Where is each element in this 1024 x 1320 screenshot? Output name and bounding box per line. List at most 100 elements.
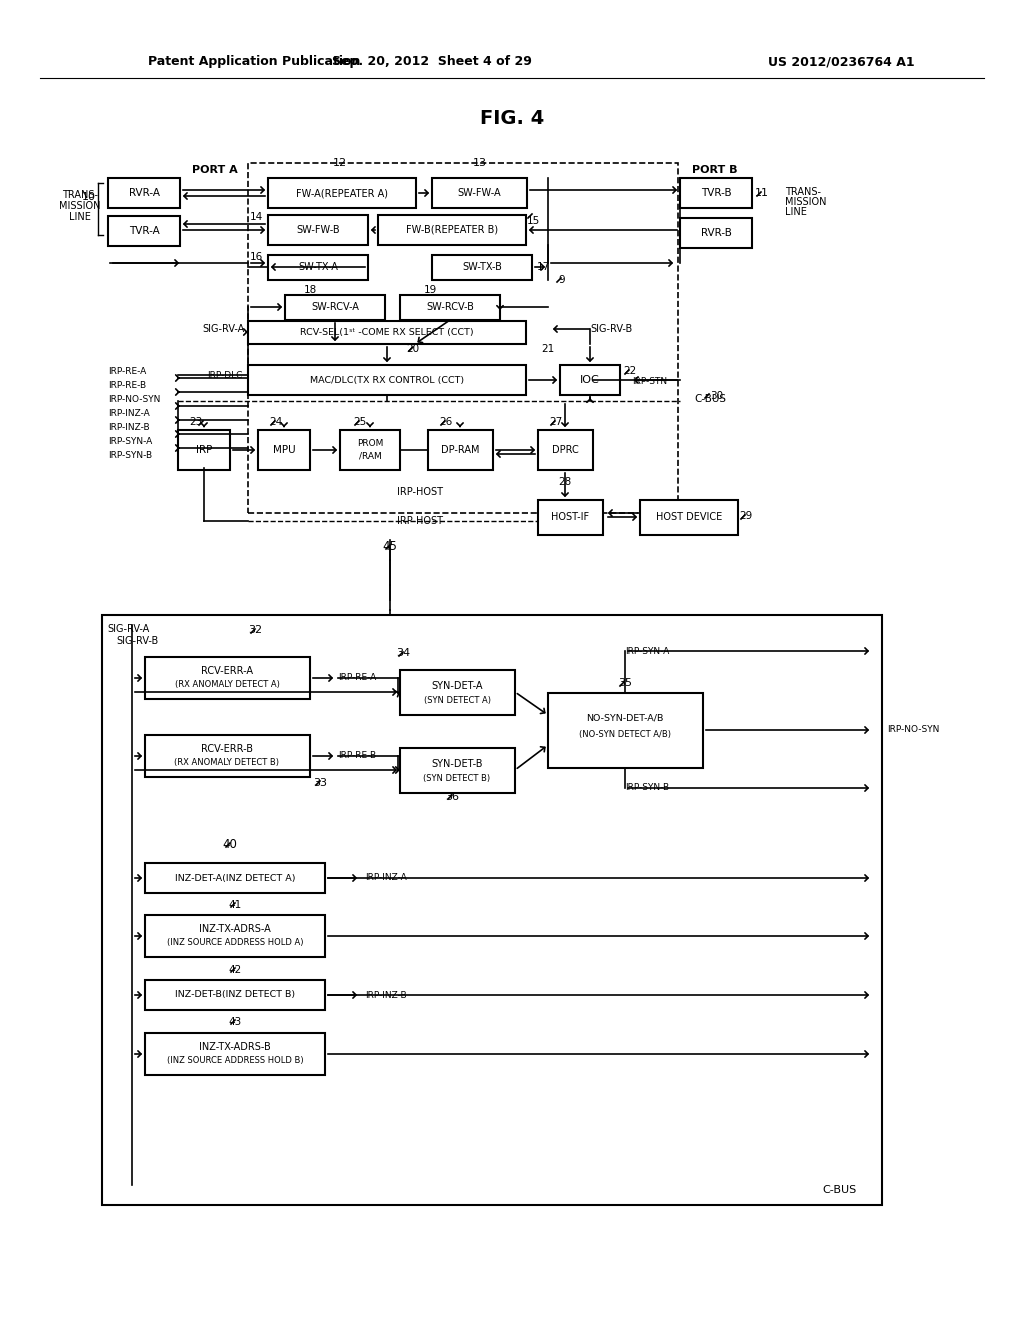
Text: 33: 33	[313, 777, 327, 788]
Text: INZ-TX-ADRS-A: INZ-TX-ADRS-A	[199, 924, 271, 935]
Text: IRP-SYN-B: IRP-SYN-B	[625, 784, 669, 792]
Bar	[640, 500, 738, 535]
Text: IRP-HOST: IRP-HOST	[397, 516, 443, 525]
Text: C-BUS: C-BUS	[822, 1185, 856, 1195]
Bar	[145, 735, 310, 777]
Text: 25: 25	[353, 417, 367, 426]
Text: 36: 36	[445, 792, 459, 803]
Text: Sep. 20, 2012  Sheet 4 of 29: Sep. 20, 2012 Sheet 4 of 29	[332, 55, 531, 69]
Bar	[145, 979, 325, 1010]
Text: FIG. 4: FIG. 4	[480, 108, 544, 128]
Text: HOST DEVICE: HOST DEVICE	[656, 512, 722, 521]
Text: 20: 20	[407, 345, 420, 354]
Text: SIG-RV-A: SIG-RV-A	[203, 323, 245, 334]
Text: RVR-A: RVR-A	[128, 187, 160, 198]
Text: IRP-RE-A: IRP-RE-A	[108, 367, 146, 375]
Text: 23: 23	[189, 417, 203, 426]
Bar	[248, 366, 526, 395]
Text: 14: 14	[250, 213, 262, 222]
Text: INZ-DET-A(INZ DETECT A): INZ-DET-A(INZ DETECT A)	[175, 874, 295, 883]
Text: SIG-RV-B: SIG-RV-B	[590, 323, 632, 334]
Bar	[268, 215, 368, 246]
Text: (SYN DETECT A): (SYN DETECT A)	[424, 696, 490, 705]
Text: RCV-ERR-A: RCV-ERR-A	[201, 667, 253, 676]
Bar	[428, 430, 493, 470]
Text: 18: 18	[303, 285, 316, 294]
Text: 27: 27	[549, 417, 562, 426]
Bar	[538, 430, 593, 470]
Text: 19: 19	[423, 285, 436, 294]
Text: FW-B(REPEATER B): FW-B(REPEATER B)	[406, 224, 498, 235]
Text: 22: 22	[624, 366, 637, 376]
Bar	[145, 915, 325, 957]
Text: /RAM: /RAM	[358, 451, 381, 461]
Bar	[548, 693, 703, 768]
Text: (RX ANOMALY DETECT B): (RX ANOMALY DETECT B)	[174, 759, 280, 767]
Text: MAC/DLC(TX RX CONTROL (CCT): MAC/DLC(TX RX CONTROL (CCT)	[310, 375, 464, 384]
Text: LINE: LINE	[69, 213, 91, 222]
Text: SW-TX-A: SW-TX-A	[298, 261, 338, 272]
Bar	[108, 178, 180, 209]
Text: 42: 42	[228, 965, 242, 975]
Text: RCV-ERR-B: RCV-ERR-B	[201, 744, 253, 754]
Bar	[432, 178, 527, 209]
Text: SIG-RV-B: SIG-RV-B	[116, 636, 159, 645]
Bar	[108, 216, 180, 246]
Text: 15: 15	[526, 216, 540, 226]
Bar	[432, 255, 532, 280]
Bar	[538, 500, 603, 535]
Text: FW-A(REPEATER A): FW-A(REPEATER A)	[296, 187, 388, 198]
Text: IRP-INZ-B: IRP-INZ-B	[108, 422, 150, 432]
Text: MISSION: MISSION	[59, 201, 100, 211]
Text: SW-FW-B: SW-FW-B	[296, 224, 340, 235]
Text: (SYN DETECT B): (SYN DETECT B)	[424, 774, 490, 783]
Bar	[248, 321, 526, 345]
Text: IRP-INZ-A: IRP-INZ-A	[365, 874, 407, 883]
Bar	[680, 178, 752, 209]
Text: RVR-B: RVR-B	[700, 228, 731, 238]
Text: TVR-B: TVR-B	[700, 187, 731, 198]
Text: IOC: IOC	[581, 375, 600, 385]
Text: IRP-NO-SYN: IRP-NO-SYN	[108, 395, 161, 404]
Text: 34: 34	[396, 648, 410, 657]
Bar	[680, 218, 752, 248]
Text: IRP-SYN-A: IRP-SYN-A	[108, 437, 153, 446]
Text: 35: 35	[618, 678, 632, 688]
Text: 29: 29	[739, 511, 753, 521]
Text: TRANS-: TRANS-	[785, 187, 821, 197]
Text: LINE: LINE	[785, 207, 807, 216]
Text: IRP-RE-A: IRP-RE-A	[338, 673, 376, 682]
Text: SW-RCV-A: SW-RCV-A	[311, 302, 359, 312]
Text: SW-TX-B: SW-TX-B	[462, 261, 502, 272]
Text: Patent Application Publication: Patent Application Publication	[148, 55, 360, 69]
Text: PORT B: PORT B	[692, 165, 737, 176]
Text: IRP: IRP	[196, 445, 212, 455]
Bar	[400, 671, 515, 715]
Bar	[560, 366, 620, 395]
Text: 24: 24	[269, 417, 283, 426]
Text: (RX ANOMALY DETECT A): (RX ANOMALY DETECT A)	[174, 681, 280, 689]
Text: IRP-NO-SYN: IRP-NO-SYN	[887, 726, 939, 734]
Text: (INZ SOURCE ADDRESS HOLD B): (INZ SOURCE ADDRESS HOLD B)	[167, 1056, 303, 1065]
Text: DPRC: DPRC	[552, 445, 579, 455]
Bar	[285, 294, 385, 319]
Text: 45: 45	[383, 540, 397, 553]
Text: 9: 9	[559, 275, 565, 285]
Text: 17: 17	[537, 261, 550, 272]
Text: IRP-SYN-A: IRP-SYN-A	[625, 647, 670, 656]
Text: 40: 40	[222, 838, 238, 851]
Bar	[268, 178, 416, 209]
Text: TRANS-: TRANS-	[62, 190, 98, 201]
Text: INZ-TX-ADRS-B: INZ-TX-ADRS-B	[199, 1041, 271, 1052]
Bar	[400, 294, 500, 319]
Text: 30: 30	[710, 391, 723, 401]
Bar	[145, 657, 310, 700]
Bar	[102, 615, 882, 1205]
Text: 10: 10	[82, 191, 96, 202]
Text: SW-RCV-B: SW-RCV-B	[426, 302, 474, 312]
Text: TVR-A: TVR-A	[129, 226, 160, 236]
Text: SYN-DET-A: SYN-DET-A	[431, 681, 482, 690]
Text: 12: 12	[333, 158, 347, 168]
Text: IRP-INZ-A: IRP-INZ-A	[108, 408, 150, 417]
Text: DP-RAM: DP-RAM	[440, 445, 479, 455]
